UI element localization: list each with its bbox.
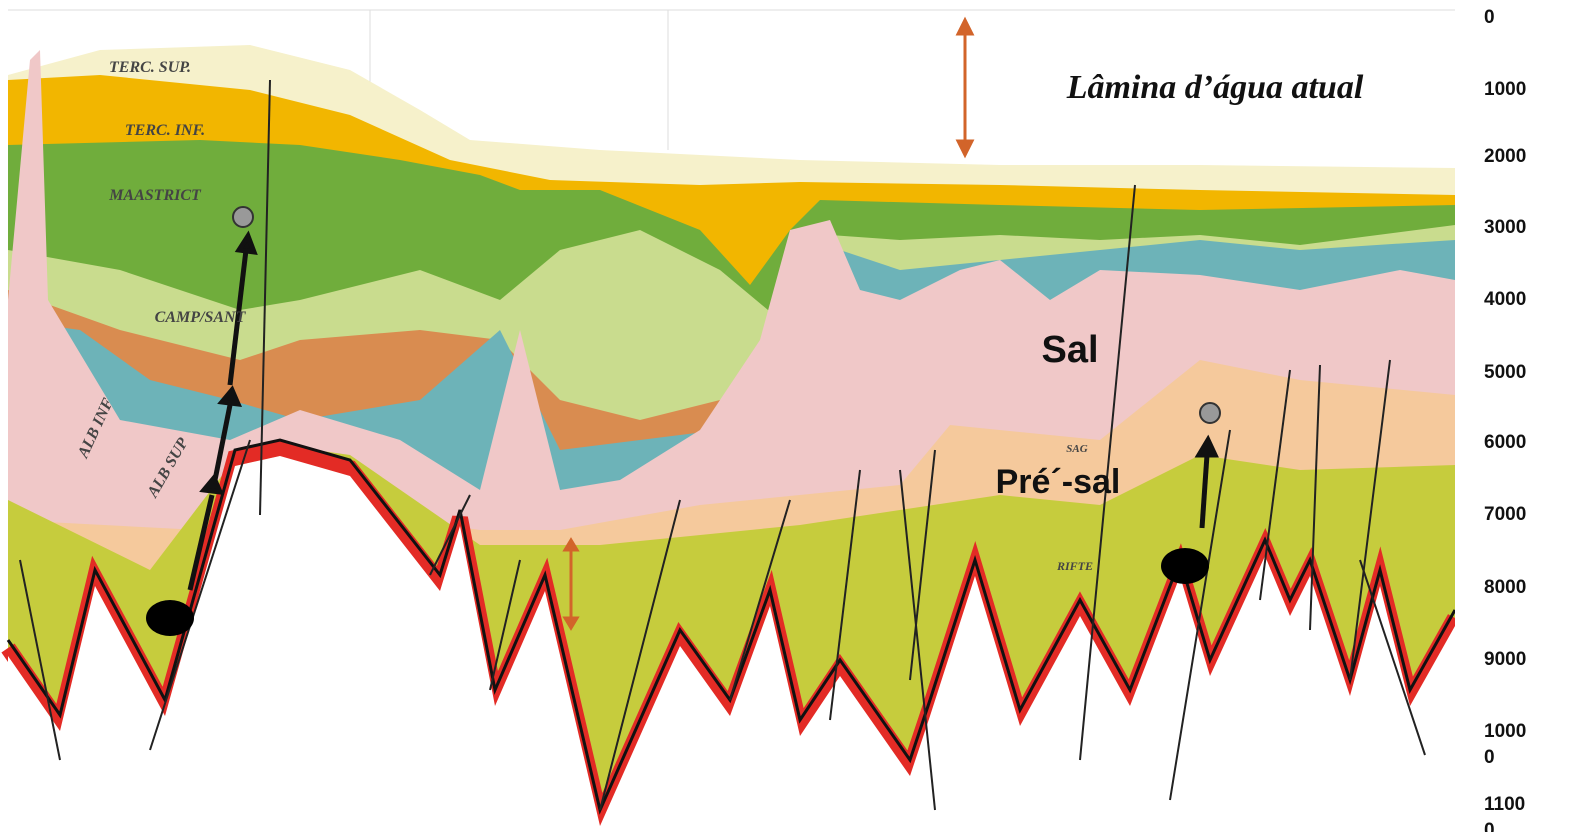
layer-label: RIFTE — [1056, 559, 1093, 573]
salt-label: Sal — [1041, 329, 1098, 371]
depth-label: 4000 — [1484, 287, 1530, 313]
depth-label: 3000 — [1484, 215, 1530, 241]
reservoir — [233, 207, 253, 227]
source-kitchen — [146, 600, 194, 636]
layer-label: SAG — [1066, 443, 1087, 455]
section-figure: TERC. SUP. TERC. INF. MAASTRICT CAMP/SAN… — [0, 0, 1579, 832]
depth-label: 6000 — [1484, 430, 1530, 456]
layer-label: MAASTRICT — [108, 187, 202, 204]
reservoir — [1200, 403, 1220, 423]
depth-label: 2000 — [1484, 144, 1530, 170]
depth-label: 9000 — [1484, 647, 1530, 673]
layer-label: TERC. SUP. — [109, 59, 191, 76]
depth-label: 8000 — [1484, 575, 1530, 601]
depth-label: 7000 — [1484, 502, 1530, 528]
layer-label: CAMP/SANT — [155, 309, 247, 326]
depth-label: 0 — [1484, 5, 1530, 31]
depth-label: 10000 — [1484, 719, 1530, 771]
scale-strip — [1455, 0, 1579, 832]
cross-section: TERC. SUP. TERC. INF. MAASTRICT CAMP/SAN… — [0, 0, 1579, 832]
depth-label: 5000 — [1484, 360, 1530, 386]
pre-salt-label: Pré´-sal — [996, 463, 1121, 501]
water-depth-label: Lâmina d’água atual — [1066, 69, 1364, 106]
depth-label: 1000 — [1484, 77, 1530, 103]
layer-label: TERC. INF. — [125, 122, 205, 139]
depth-label: 11000 — [1484, 792, 1530, 832]
source-kitchen — [1161, 548, 1209, 584]
